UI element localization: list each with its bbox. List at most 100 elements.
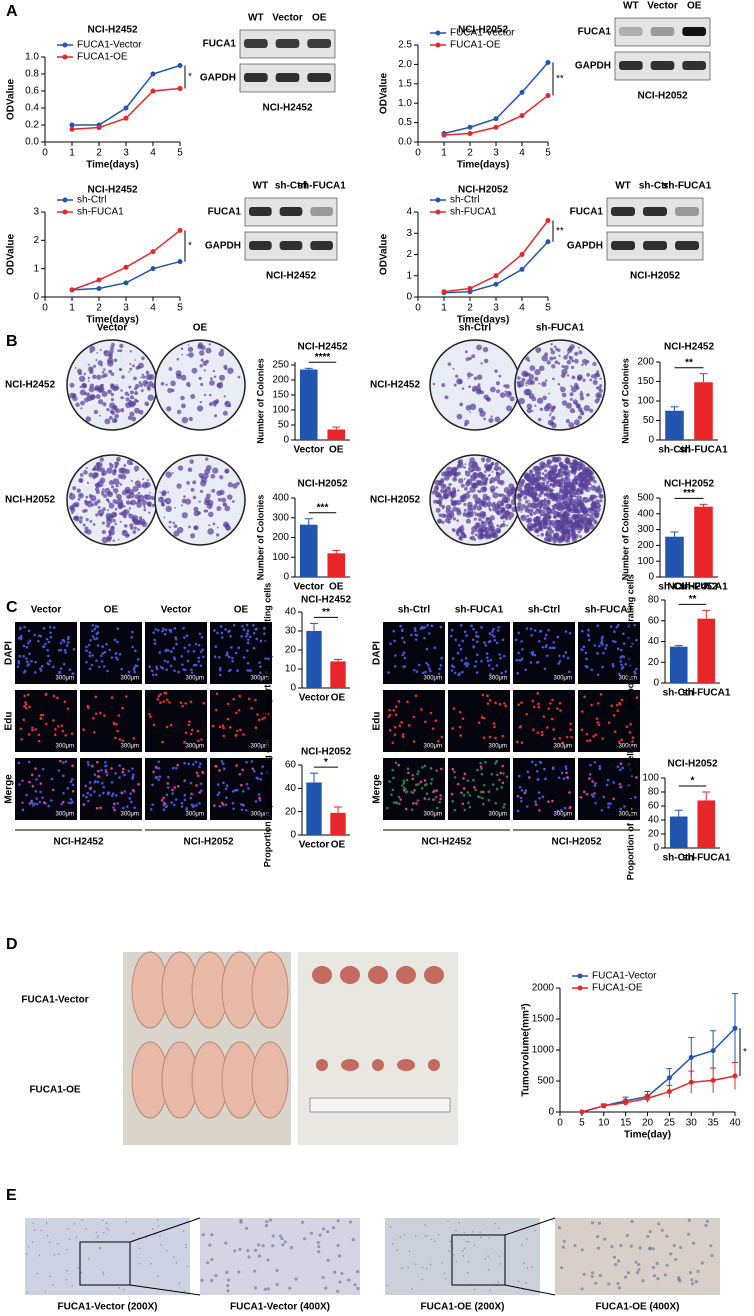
cell — [192, 804, 196, 808]
cell — [183, 779, 186, 782]
colony — [549, 468, 556, 475]
cell — [517, 631, 521, 635]
colony — [452, 472, 458, 477]
colony — [571, 487, 576, 492]
colony — [133, 465, 140, 472]
cell — [596, 652, 599, 655]
cell — [590, 793, 594, 797]
colony — [542, 506, 546, 510]
cell — [500, 786, 504, 789]
scale-label: 300μm — [121, 744, 139, 750]
y-tick-label: 300 — [272, 512, 289, 523]
y-tick-label: 100 — [272, 405, 289, 416]
cell — [148, 713, 151, 716]
cell — [476, 653, 479, 657]
cell — [241, 624, 244, 628]
colony — [202, 360, 208, 366]
colony — [443, 494, 449, 500]
colony — [567, 490, 572, 495]
nucleus — [31, 1241, 34, 1243]
nucleus — [646, 1234, 650, 1239]
nucleus — [88, 1257, 90, 1260]
cell — [631, 736, 635, 739]
colony — [125, 401, 132, 409]
x-tick-label: 30 — [686, 1118, 698, 1129]
colony — [566, 374, 570, 377]
colony — [583, 478, 591, 486]
cell — [388, 729, 392, 732]
cell — [538, 640, 541, 643]
bar — [694, 382, 713, 440]
colony — [525, 505, 529, 509]
cell — [597, 723, 601, 727]
cell — [48, 659, 52, 663]
colony — [474, 499, 477, 502]
colony — [477, 471, 484, 478]
x-tick-label: 2 — [96, 303, 102, 314]
lane-label: WT — [615, 181, 631, 192]
colony — [112, 478, 120, 485]
cell — [594, 733, 598, 736]
colony — [145, 494, 152, 501]
cell — [235, 733, 238, 737]
colony — [529, 469, 533, 473]
cell — [101, 652, 105, 655]
colony — [129, 390, 134, 395]
cell — [137, 782, 140, 786]
nucleus — [256, 1243, 261, 1247]
nucleus — [266, 1258, 270, 1262]
nucleus — [118, 1287, 121, 1289]
colony — [438, 495, 444, 502]
row-label: DAPI — [4, 641, 15, 665]
chart-title: NCI-H2052 — [458, 25, 508, 36]
cell — [607, 802, 610, 805]
bar — [665, 410, 684, 440]
colony — [237, 375, 241, 379]
panel-letter: E — [6, 1187, 17, 1204]
colony — [473, 517, 477, 521]
cell — [480, 626, 483, 629]
nucleus — [679, 1245, 683, 1250]
colony — [577, 346, 580, 349]
cell — [496, 773, 499, 777]
cell — [600, 808, 604, 812]
colony — [580, 489, 583, 492]
nucleus — [107, 1229, 110, 1232]
colony — [452, 506, 458, 512]
colony — [441, 383, 446, 388]
nucleus — [479, 1231, 482, 1234]
colony — [507, 503, 513, 509]
colony — [587, 507, 590, 510]
colony — [538, 526, 544, 532]
colony — [564, 457, 571, 464]
row-label: NCI-H2052 — [5, 495, 55, 506]
colony — [591, 512, 594, 516]
cell — [516, 809, 520, 813]
nucleus — [125, 1221, 128, 1223]
colony — [525, 475, 530, 480]
nucleus — [517, 1280, 520, 1283]
colony — [597, 386, 602, 391]
cell — [487, 640, 491, 644]
cell — [502, 654, 506, 658]
colony — [472, 493, 479, 500]
legend-marker — [62, 54, 68, 60]
colony — [595, 373, 598, 376]
y-tick-label: 0 — [283, 572, 289, 583]
scale-label: 300μm — [619, 676, 637, 682]
nucleus — [226, 1278, 231, 1282]
point — [96, 125, 102, 131]
colony — [570, 526, 574, 530]
cell — [248, 635, 252, 639]
nucleus — [690, 1278, 694, 1282]
cell — [52, 694, 56, 698]
point — [710, 1077, 716, 1083]
zoom-line — [504, 1284, 556, 1296]
colony — [592, 486, 595, 489]
colony — [566, 353, 569, 357]
cell — [544, 633, 548, 637]
x-tick-label: 2 — [467, 303, 473, 314]
chart-title: NCI-H2452 — [87, 25, 137, 36]
cell — [515, 658, 519, 662]
cell — [615, 703, 619, 707]
